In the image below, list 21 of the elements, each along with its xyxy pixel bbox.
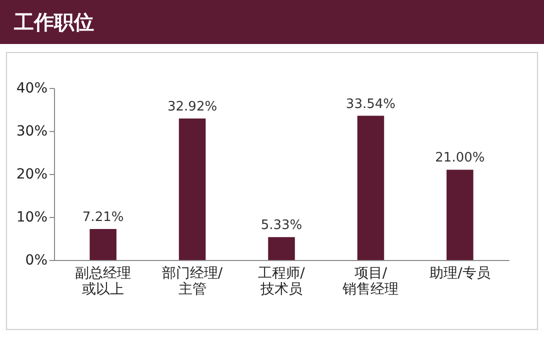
y-tick-label: 40% — [16, 80, 48, 96]
y-tick-label: 20% — [16, 166, 48, 182]
bar — [178, 118, 206, 260]
data-label: 5.33% — [260, 218, 302, 234]
bar — [268, 237, 295, 260]
y-tick-label: 0% — [25, 252, 48, 268]
x-tick-label: 助理/专员 — [430, 266, 490, 282]
bar — [90, 228, 116, 260]
data-label: 7.21% — [82, 210, 124, 225]
bar — [357, 116, 384, 260]
chart-title: 工作职位 — [0, 0, 544, 44]
x-tick-label: 项目/销售经理 — [342, 266, 399, 298]
x-tick-label: 工程师/技术员 — [258, 266, 306, 298]
data-label: 32.92% — [167, 99, 218, 114]
data-label: 21.00% — [435, 150, 485, 166]
y-tick-label: 30% — [16, 124, 48, 140]
x-tick-label: 副总经理或以上 — [75, 266, 132, 298]
x-tick-label: 部门经理/主管 — [162, 266, 223, 298]
data-label: 33.54% — [346, 96, 396, 112]
y-tick-label: 10% — [16, 210, 48, 226]
bar — [446, 170, 474, 260]
